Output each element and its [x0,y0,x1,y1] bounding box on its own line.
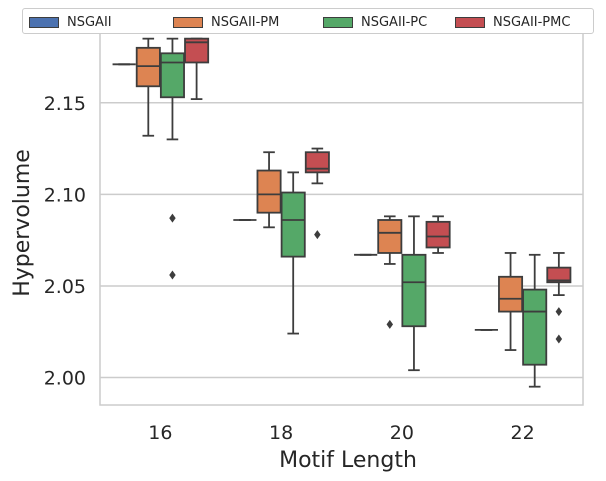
box-nsgaii-pc-22 [522,253,548,388]
outlier-point [314,230,321,240]
y-tick-label: 2.15 [44,93,86,115]
legend-item-nsgaii-pmc: NSGAII-PMC [455,14,570,30]
box-iqr [304,151,330,174]
box-nsgaii-pc-16 [159,37,185,280]
outlier-point [386,319,394,329]
box-nsgaii-pm-20 [377,215,403,329]
box-nsgaii-pc-18 [280,171,306,335]
box-iqr [159,52,185,99]
y-tick-label: 2.10 [44,184,86,206]
x-tick-label: 22 [511,422,535,444]
y-tick-labels: 2.00 2.05 2.10 2.15 [44,93,86,390]
box-iqr [498,275,524,313]
box-nsgaii-pm-16 [135,37,161,137]
y-tick-label: 2.05 [44,276,86,298]
outlier-point [555,307,563,317]
box-iqr [184,37,210,64]
box-nsgaii-pmc-22 [546,252,572,344]
y-axis-label: Hypervolume [10,149,35,297]
legend-swatch [455,16,485,28]
legend-item-nsgaii: NSGAII [29,14,112,30]
legend-item-nsgaii-pc: NSGAII-PC [323,14,427,30]
x-axis-label: Motif Length [279,448,417,473]
box-iqr [135,46,161,88]
legend-swatch [173,16,203,28]
legend-item-nsgaii-pm: NSGAII-PM [173,14,279,30]
box-nsgaii-pmc-16 [184,37,210,101]
legend-label: NSGAII [67,14,112,30]
legend-swatch [29,16,59,28]
box-iqr [522,288,548,366]
legend-swatch [323,16,353,28]
box-nsgaii-pc-20 [401,215,427,372]
x-tick-label: 20 [390,422,414,444]
outlier-point [555,334,563,344]
outlier-point [169,213,176,223]
box-iqr [256,169,282,214]
y-tick-label: 2.00 [44,368,86,390]
box-nsgaii-pm-18 [256,151,282,229]
box-iqr [425,220,451,249]
x-tick-label: 16 [148,422,172,444]
box-iqr [401,253,427,328]
legend-label: NSGAII-PC [361,14,428,30]
legend: NSGAII NSGAII-PM NSGAII-PC NSGAII-PMC [22,8,594,34]
box-iqr [280,191,306,258]
outlier-point [169,270,176,280]
box-nsgaii-pmc-20 [425,215,451,254]
box-iqr [377,219,403,254]
legend-label: NSGAII-PM [211,14,280,30]
box-nsgaii-pm-22 [498,252,524,351]
box-nsgaii-pmc-18 [304,147,330,240]
x-tick-labels: 16 18 20 22 [148,422,534,444]
box-plot-series [112,37,572,388]
box-iqr [546,266,572,284]
legend-label: NSGAII-PMC [493,14,571,30]
x-tick-label: 18 [269,422,293,444]
